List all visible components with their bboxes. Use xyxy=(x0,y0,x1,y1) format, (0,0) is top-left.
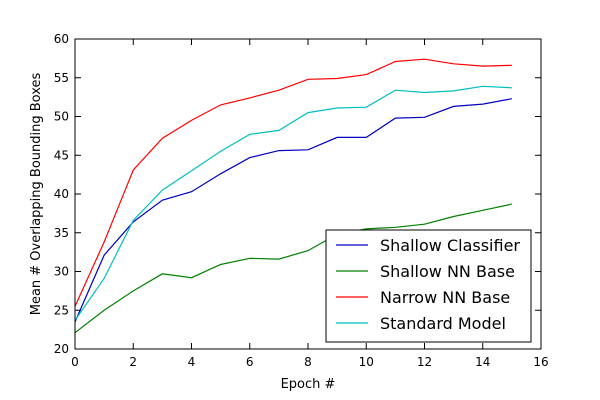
legend-label-standard-model: Standard Model xyxy=(380,314,506,333)
series-line-standard-model xyxy=(74,85,512,321)
x-tick-label: 8 xyxy=(304,355,312,369)
x-tick-label: 0 xyxy=(71,355,79,369)
x-tick-label: 16 xyxy=(533,355,548,369)
x-tick-label: 2 xyxy=(129,355,137,369)
x-tick-label: 12 xyxy=(417,355,432,369)
x-tick-label: 10 xyxy=(359,355,374,369)
y-tick-label: 25 xyxy=(54,303,69,317)
y-tick-label: 30 xyxy=(54,265,69,279)
legend: Shallow Classifier Shallow NN Base Narrow … xyxy=(325,229,532,343)
legend-label-narrow-nn-base: Narrow NN Base xyxy=(380,288,510,307)
y-tick-label: 55 xyxy=(54,71,69,85)
y-tick-label: 45 xyxy=(54,148,69,162)
legend-label-shallow-classifier: Shallow Classifier xyxy=(380,236,520,255)
y-tick-label: 35 xyxy=(54,226,69,240)
series-line-shallow-classifier xyxy=(74,98,513,323)
y-tick-label: 20 xyxy=(54,342,69,356)
y-tick-label: 50 xyxy=(54,110,69,124)
plot-frame xyxy=(74,38,542,350)
y-axis-label: Mean # Overlapping Bounding Boxes xyxy=(29,73,44,316)
y-tick-label: 40 xyxy=(54,187,69,201)
x-tick-label: 4 xyxy=(188,355,196,369)
x-axis-label: Epoch # xyxy=(281,377,336,392)
legend-label-shallow-nn-base: Shallow NN Base xyxy=(380,262,515,281)
series-line-narrow-nn-base xyxy=(74,58,512,307)
y-tick-label: 60 xyxy=(54,32,69,46)
x-tick-label: 14 xyxy=(475,355,490,369)
y-axis-ticks: 20 25 30 35 40 45 50 55 60 xyxy=(54,32,541,356)
series-line-shallow-nn-base xyxy=(74,203,513,334)
series-lines xyxy=(74,58,513,334)
x-tick-label: 6 xyxy=(246,355,254,369)
